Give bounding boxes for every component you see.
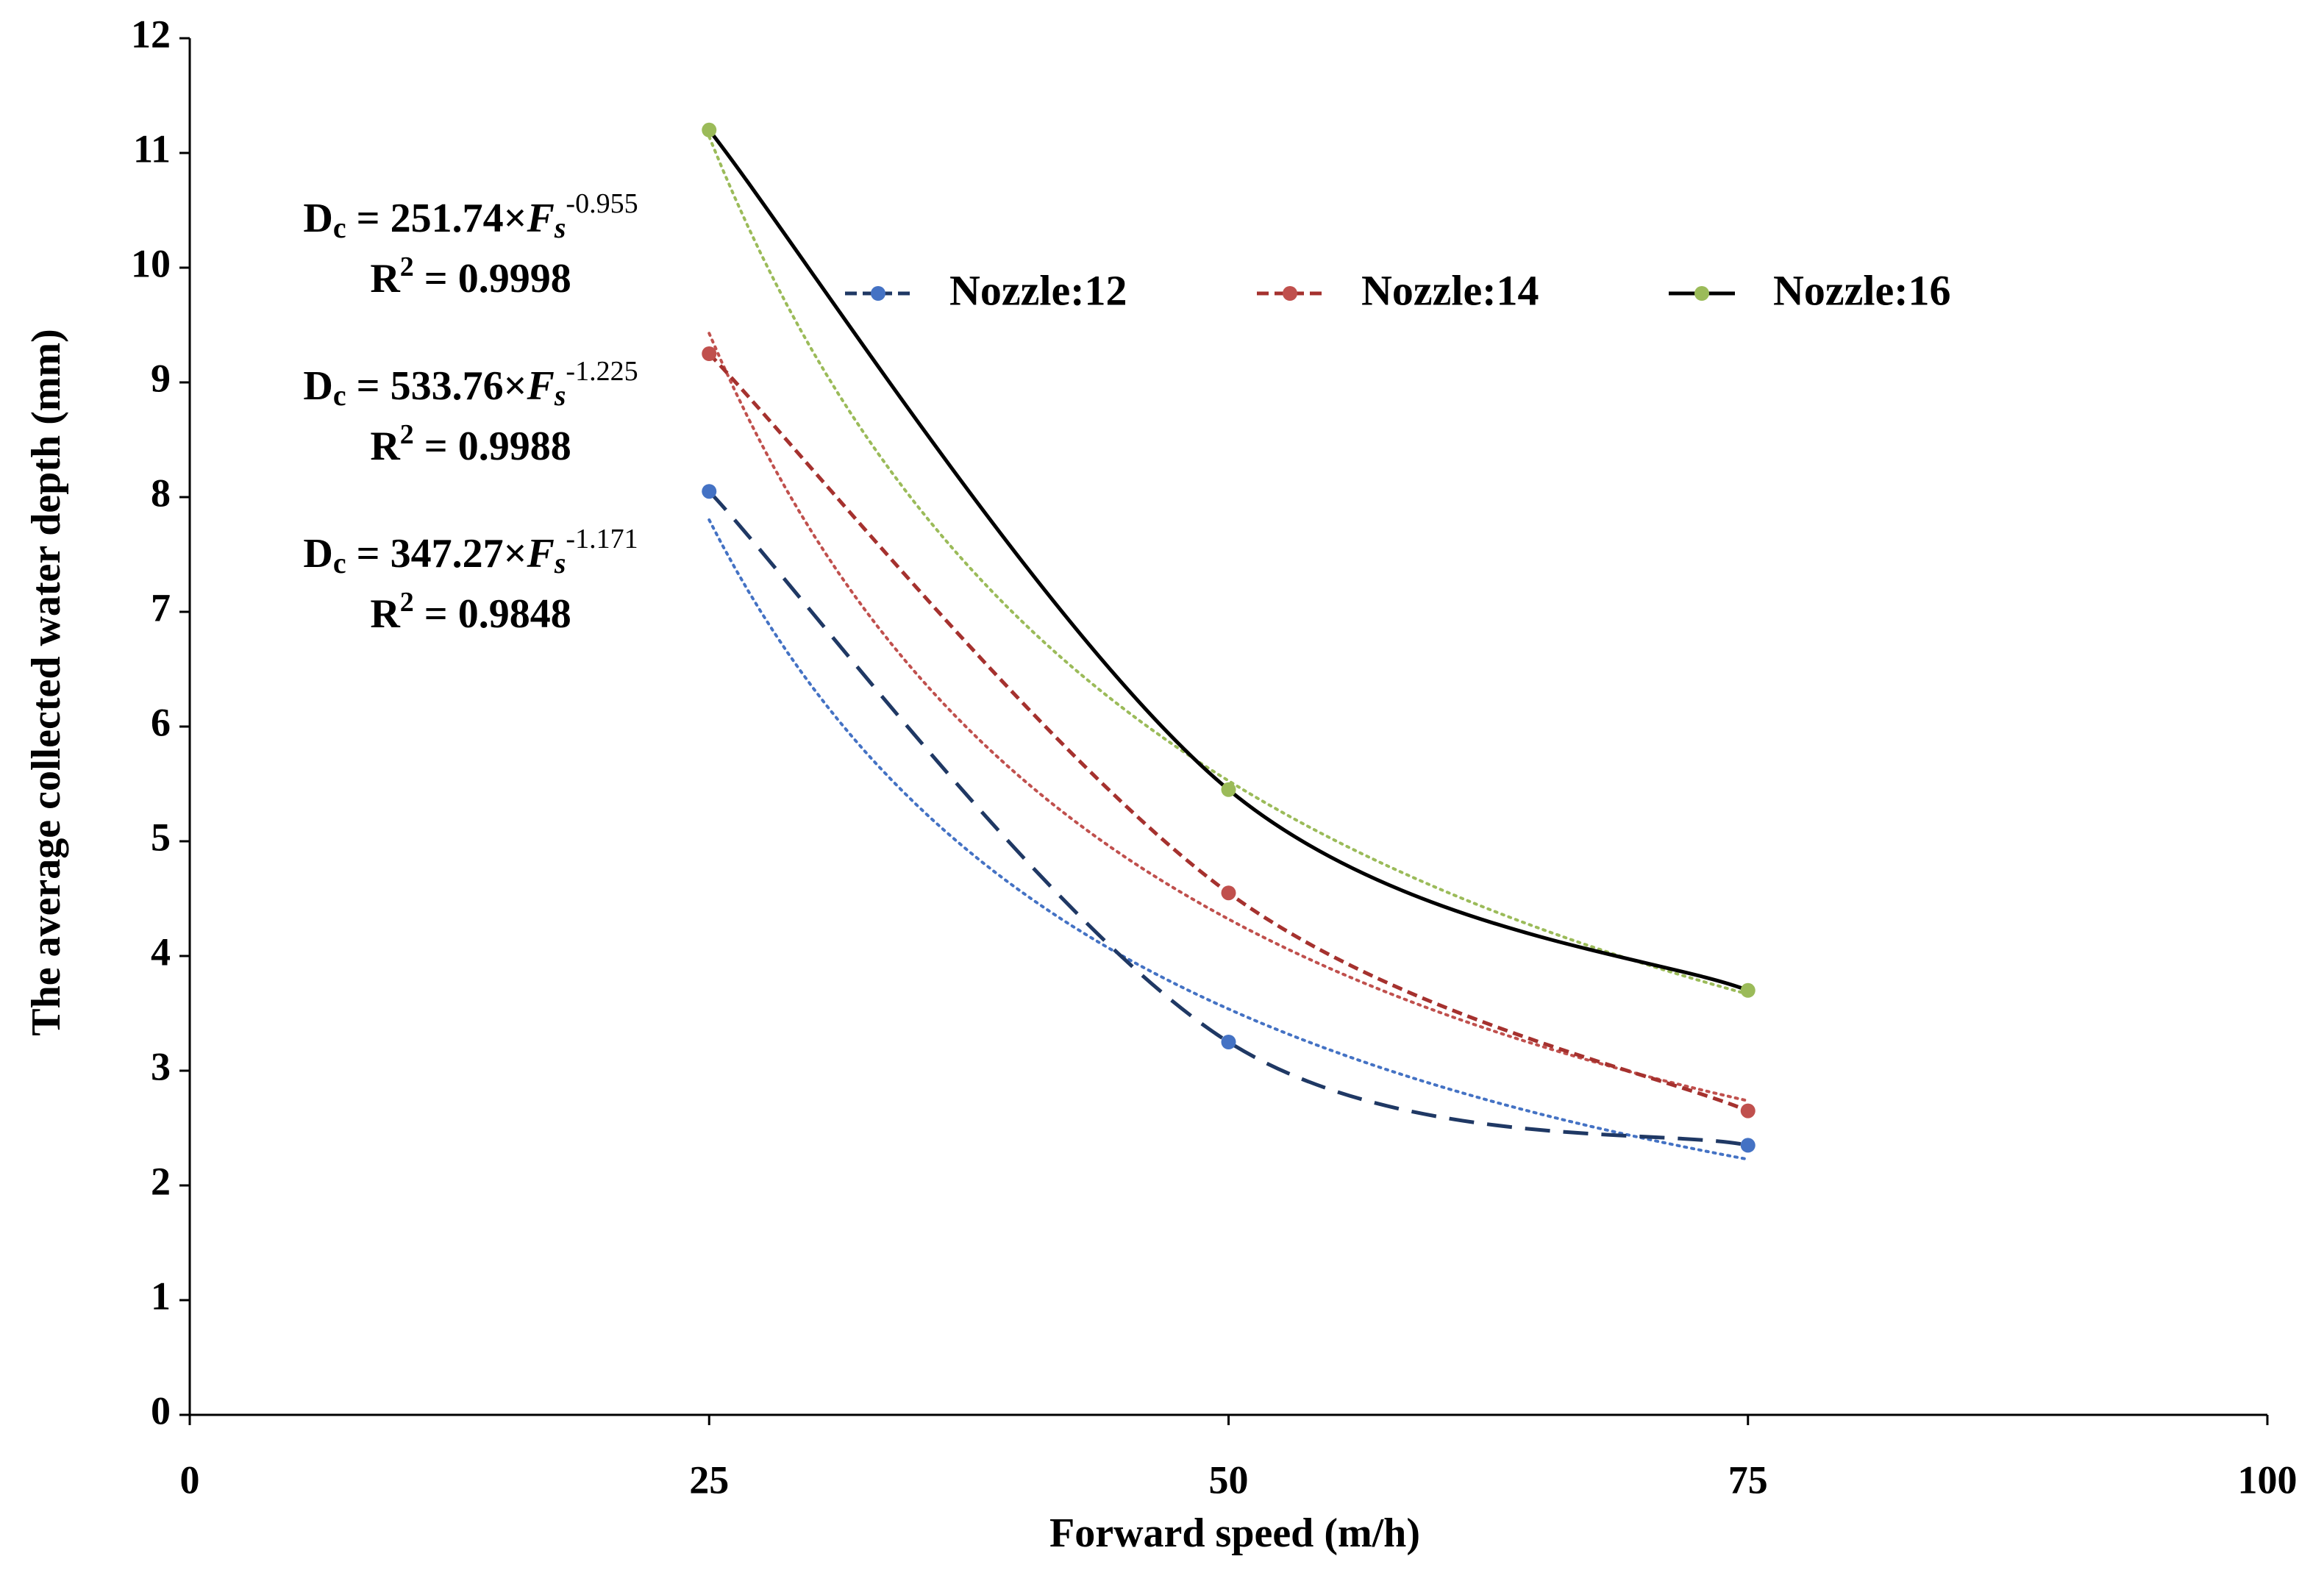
equation-part: 2 xyxy=(400,587,414,618)
equation-part: R xyxy=(370,591,400,637)
x-tick-label: 50 xyxy=(1209,1458,1249,1502)
equation-part: s xyxy=(554,379,566,412)
point xyxy=(1740,1103,1756,1119)
series-line xyxy=(707,129,1749,993)
trendline xyxy=(707,135,1750,996)
point xyxy=(702,346,717,361)
point xyxy=(1221,782,1236,797)
r-squared: R2 = 0.9848 xyxy=(370,587,571,637)
equation-part: F xyxy=(526,363,554,409)
equation-part: = xyxy=(346,196,391,241)
y-tick-label: 12 xyxy=(131,12,171,56)
y-tick-label: 7 xyxy=(151,585,171,629)
equation-part: c xyxy=(333,211,346,244)
equation-part: 2 xyxy=(400,251,414,282)
point xyxy=(1221,885,1236,901)
y-tick-label: 1 xyxy=(151,1274,171,1318)
equation-part: = xyxy=(414,256,458,302)
equation-part: -0.955 xyxy=(566,188,638,219)
equation-part: F xyxy=(526,196,554,241)
equation-part: c xyxy=(333,546,346,579)
equation-part: 0.9998 xyxy=(458,256,571,302)
series-line xyxy=(707,490,1749,1147)
y-tick-label: 11 xyxy=(133,126,171,171)
y-tick-label: 9 xyxy=(151,356,171,400)
x-tick-label: 75 xyxy=(1728,1458,1768,1502)
equation-part: -1.171 xyxy=(566,524,638,554)
equation-part: D xyxy=(303,531,332,577)
y-tick-label: 8 xyxy=(151,471,171,515)
equation-part: s xyxy=(554,211,566,244)
legend-marker xyxy=(1694,286,1709,301)
r-squared: R2 = 0.9988 xyxy=(370,419,571,469)
legend-label: Nozzle:16 xyxy=(1773,266,1951,314)
equation-part: = xyxy=(346,363,391,409)
legend-label: Nozzle:12 xyxy=(949,266,1127,314)
x-axis-title: Forward speed (m/h) xyxy=(1049,1510,1420,1556)
equation-part: 251.74 xyxy=(391,196,504,241)
equation: Dc = 347.27×Fs-1.171 xyxy=(303,524,638,579)
point xyxy=(1221,1035,1236,1049)
y-tick-label: 2 xyxy=(151,1159,171,1203)
r-squared: R2 = 0.9998 xyxy=(370,251,571,302)
equation-part: × xyxy=(504,196,527,241)
equation-part: = xyxy=(346,531,391,577)
y-tick-label: 4 xyxy=(151,930,171,974)
equation-part: = xyxy=(414,591,458,637)
equation-part: = xyxy=(414,424,458,469)
y-axis-title: The average collected water depth (mm) xyxy=(24,329,69,1036)
equation-part: 533.76 xyxy=(391,363,504,409)
equation-part: D xyxy=(303,196,332,241)
equation-part: F xyxy=(526,531,554,577)
equation-part: 347.27 xyxy=(391,531,504,577)
point xyxy=(1740,982,1756,998)
legend-marker xyxy=(1283,286,1297,301)
point xyxy=(702,484,717,499)
equation: Dc = 251.74×Fs-0.955 xyxy=(303,188,638,244)
x-tick-label: 0 xyxy=(180,1458,200,1502)
series-line xyxy=(707,352,1749,1113)
equation-part: 0.9848 xyxy=(458,591,571,637)
equation-part: c xyxy=(333,379,346,412)
point xyxy=(1740,1138,1756,1153)
y-tick-label: 0 xyxy=(151,1388,171,1433)
equation-part: × xyxy=(504,531,527,577)
equation-part: s xyxy=(554,546,566,579)
equation: Dc = 533.76×Fs-1.225 xyxy=(303,356,638,412)
trendline xyxy=(707,518,1750,1161)
equation-part: 0.9988 xyxy=(458,424,571,469)
y-tick-label: 6 xyxy=(151,700,171,744)
legend-label: Nozzle:14 xyxy=(1361,266,1539,314)
equation-part: R xyxy=(370,424,400,469)
x-tick-label: 100 xyxy=(2238,1458,2298,1502)
equation-part: R xyxy=(370,256,400,302)
equation-part: × xyxy=(504,363,527,409)
y-tick-label: 5 xyxy=(151,815,171,859)
point xyxy=(702,122,717,138)
x-tick-label: 25 xyxy=(689,1458,729,1502)
y-tick-label: 10 xyxy=(131,241,171,285)
equation-part: -1.225 xyxy=(566,356,638,387)
trendline xyxy=(707,332,1750,1102)
legend-marker xyxy=(871,286,885,301)
equation-part: 2 xyxy=(400,419,414,450)
equation-part: D xyxy=(303,363,332,409)
y-tick-label: 3 xyxy=(151,1044,171,1088)
